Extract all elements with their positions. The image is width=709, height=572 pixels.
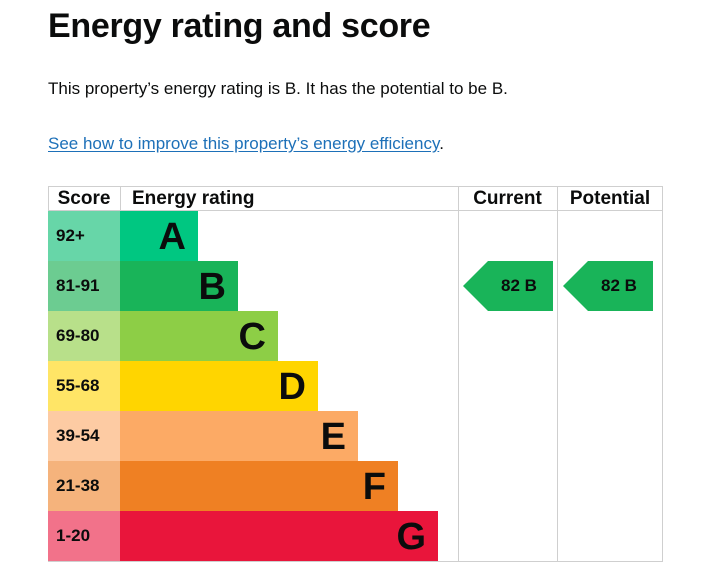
improve-efficiency-link[interactable]: See how to improve this property’s energ… xyxy=(48,134,440,153)
band-g-score: 1-20 xyxy=(48,511,120,561)
header-current: Current xyxy=(473,188,542,209)
header-energy-rating: Energy rating xyxy=(132,188,255,209)
header-potential: Potential xyxy=(569,188,651,209)
band-b-bar: B xyxy=(120,261,238,311)
potential-arrow-shape xyxy=(563,261,653,311)
current-rating-value: 82 B xyxy=(501,276,537,295)
rating-description: This property’s energy rating is B. It h… xyxy=(48,79,508,98)
band-f-bar: F xyxy=(120,461,398,511)
band-c-letter: C xyxy=(238,316,266,358)
improve-link-line: See how to improve this property’s energ… xyxy=(48,133,444,155)
chart-border-bottom xyxy=(48,561,663,562)
band-a-bar: A xyxy=(120,211,198,261)
current-rating-arrow: 82 B xyxy=(463,261,553,311)
band-c-bar: C xyxy=(120,311,278,361)
band-g-bar: G xyxy=(120,511,438,561)
link-suffix: . xyxy=(439,134,444,153)
band-a-score: 92+ xyxy=(48,211,120,261)
band-f-score: 21-38 xyxy=(48,461,120,511)
current-arrow-shape xyxy=(463,261,553,311)
band-c-score: 69-80 xyxy=(48,311,120,361)
band-g-letter: G xyxy=(396,516,426,558)
potential-rating-arrow: 82 B xyxy=(563,261,653,311)
band-b-letter: B xyxy=(198,266,226,308)
band-d-score: 55-68 xyxy=(48,361,120,411)
band-e-bar: E xyxy=(120,411,358,461)
chart-border-right xyxy=(662,186,663,562)
potential-column-divider xyxy=(557,186,558,562)
band-f-letter: F xyxy=(362,466,386,508)
potential-rating-value: 82 B xyxy=(601,276,637,295)
current-column-divider xyxy=(458,186,459,562)
header-divider xyxy=(48,210,663,211)
energy-rating-chart: Score Energy rating Current Potential 92… xyxy=(48,186,663,562)
band-e-score: 39-54 xyxy=(48,411,120,461)
band-e-letter: E xyxy=(320,416,346,458)
page-title: Energy rating and score xyxy=(48,7,431,45)
chart-border-top xyxy=(48,186,663,187)
band-d-letter: D xyxy=(278,366,306,408)
band-a-letter: A xyxy=(158,216,186,258)
band-d-bar: D xyxy=(120,361,318,411)
band-b-score: 81-91 xyxy=(48,261,120,311)
header-score: Score xyxy=(57,188,111,209)
